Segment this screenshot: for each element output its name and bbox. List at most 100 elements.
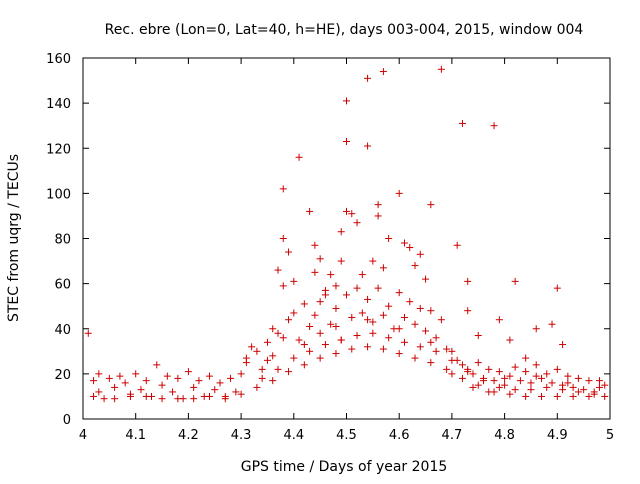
data-point	[406, 298, 414, 306]
data-point	[158, 395, 166, 403]
data-point	[379, 68, 387, 76]
data-point	[205, 372, 213, 380]
data-point	[274, 365, 282, 373]
data-point	[337, 336, 345, 344]
data-point	[84, 329, 92, 337]
data-point	[585, 377, 593, 385]
data-point	[464, 277, 472, 285]
data-point	[279, 235, 287, 242]
data-point	[385, 334, 393, 342]
data-point	[427, 201, 435, 209]
data-point	[126, 392, 134, 400]
data-points	[84, 65, 609, 403]
data-point	[574, 388, 582, 396]
data-point	[585, 392, 593, 400]
data-point	[121, 379, 129, 387]
x-tick-label: 4.1	[125, 428, 146, 443]
data-point	[348, 313, 356, 321]
data-point	[290, 277, 298, 285]
data-point	[205, 392, 213, 400]
data-point	[174, 374, 182, 382]
data-point	[237, 390, 245, 398]
data-point	[543, 383, 551, 391]
data-point	[385, 302, 393, 310]
data-point	[559, 386, 567, 394]
data-point	[348, 345, 356, 353]
x-axis-ticks: 4 4.1 4.2 4.3 4.4 4.5 4.6 4.7 4.8 4.9 5	[79, 58, 614, 443]
data-point	[227, 374, 235, 382]
data-point	[353, 219, 361, 227]
data-point	[211, 386, 219, 394]
data-point	[364, 74, 372, 82]
data-point	[379, 264, 387, 272]
x-tick-label: 4.5	[336, 428, 357, 443]
data-point	[437, 65, 445, 73]
data-point	[105, 374, 113, 382]
data-point	[306, 347, 314, 355]
data-point	[111, 395, 119, 403]
data-point	[406, 244, 414, 252]
data-point	[448, 347, 456, 355]
data-point	[269, 377, 277, 385]
data-point	[464, 368, 472, 376]
data-point	[437, 316, 445, 324]
data-point	[327, 271, 335, 279]
data-point	[416, 343, 424, 351]
data-point	[332, 282, 340, 290]
y-tick-label: 80	[54, 233, 71, 248]
data-point	[458, 119, 466, 127]
data-point	[553, 284, 561, 292]
data-point	[190, 383, 198, 391]
data-point	[416, 250, 424, 258]
data-point	[153, 361, 161, 369]
data-point	[422, 327, 430, 335]
data-point	[469, 370, 477, 378]
data-point	[364, 316, 372, 324]
data-point	[221, 392, 229, 400]
data-point	[306, 207, 314, 215]
data-point	[316, 329, 324, 337]
data-point	[427, 359, 435, 367]
data-point	[137, 386, 145, 394]
data-point	[132, 370, 140, 378]
data-point	[290, 354, 298, 362]
data-point	[474, 332, 482, 340]
data-point	[432, 334, 440, 342]
data-point	[495, 383, 503, 391]
data-point	[300, 300, 308, 308]
data-point	[511, 277, 519, 285]
data-point	[501, 374, 509, 382]
x-tick-label: 5	[606, 428, 614, 443]
data-point	[311, 241, 319, 249]
data-point	[543, 370, 551, 378]
chart-title: Rec. ebre (Lon=0, Lat=40, h=HE), days 00…	[105, 22, 584, 38]
data-point	[158, 381, 166, 389]
data-point	[522, 368, 530, 376]
data-point	[311, 311, 319, 319]
data-point	[274, 266, 282, 274]
data-point	[385, 235, 393, 242]
x-tick-label: 4.2	[178, 428, 199, 443]
data-point	[90, 377, 98, 385]
data-point	[369, 257, 377, 265]
data-point	[269, 352, 277, 360]
data-point	[316, 354, 324, 362]
data-point	[163, 372, 171, 380]
data-point	[353, 332, 361, 340]
data-point	[90, 392, 98, 400]
data-point	[343, 291, 350, 299]
data-point	[601, 381, 609, 389]
data-point	[285, 248, 293, 256]
data-point	[100, 395, 108, 403]
data-point	[474, 359, 482, 367]
data-point	[374, 284, 382, 292]
data-point	[511, 363, 519, 371]
data-point	[553, 365, 561, 373]
data-point	[242, 354, 250, 362]
plot-frame	[82, 57, 611, 420]
y-axis-label: STEC from uqrg / TECUs	[6, 154, 22, 322]
data-point	[448, 356, 456, 364]
data-point	[348, 210, 356, 218]
data-point	[395, 350, 403, 358]
